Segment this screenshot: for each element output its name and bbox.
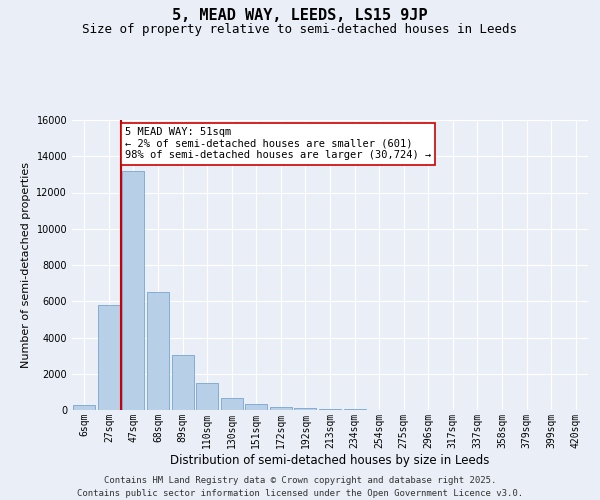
Y-axis label: Number of semi-detached properties: Number of semi-detached properties bbox=[21, 162, 31, 368]
X-axis label: Distribution of semi-detached houses by size in Leeds: Distribution of semi-detached houses by … bbox=[170, 454, 490, 466]
Bar bbox=[319, 409, 341, 410]
Bar bbox=[147, 292, 169, 410]
Bar bbox=[295, 408, 316, 410]
Text: Size of property relative to semi-detached houses in Leeds: Size of property relative to semi-detach… bbox=[83, 22, 517, 36]
Text: Contains HM Land Registry data © Crown copyright and database right 2025.
Contai: Contains HM Land Registry data © Crown c… bbox=[77, 476, 523, 498]
Bar bbox=[245, 404, 268, 410]
Text: 5, MEAD WAY, LEEDS, LS15 9JP: 5, MEAD WAY, LEEDS, LS15 9JP bbox=[172, 8, 428, 22]
Bar bbox=[196, 383, 218, 410]
Bar bbox=[344, 409, 365, 410]
Bar bbox=[172, 354, 194, 410]
Bar bbox=[122, 171, 145, 410]
Bar bbox=[270, 406, 292, 410]
Bar bbox=[73, 404, 95, 410]
Bar bbox=[221, 398, 243, 410]
Bar bbox=[98, 305, 120, 410]
Text: 5 MEAD WAY: 51sqm
← 2% of semi-detached houses are smaller (601)
98% of semi-det: 5 MEAD WAY: 51sqm ← 2% of semi-detached … bbox=[125, 127, 431, 160]
